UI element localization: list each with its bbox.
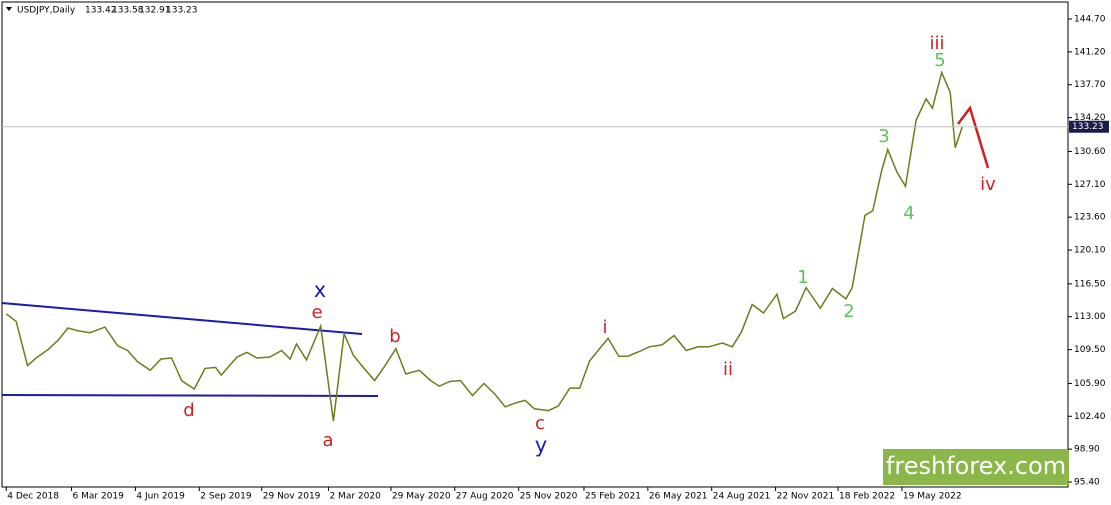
x-tick-label: 29 May 2020	[392, 492, 451, 502]
watermark: freshforex.com	[886, 452, 1066, 480]
wave-label: iii	[929, 33, 944, 54]
x-tick-label: 6 Mar 2019	[73, 492, 125, 502]
x-tick-label: 19 May 2022	[903, 492, 962, 502]
y-tick-label: 98.90	[1074, 445, 1100, 455]
y-tick-label: 120.10	[1074, 246, 1106, 256]
wave-label: ii	[723, 359, 733, 380]
y-tick-label: 105.90	[1074, 379, 1106, 389]
x-tick-label: 18 Feb 2022	[839, 492, 895, 502]
y-tick-label: 109.50	[1074, 345, 1106, 355]
x-tick-label: 25 Nov 2020	[520, 492, 578, 502]
ohlc-value: 132.91	[139, 6, 171, 16]
x-tick-label: 25 Feb 2021	[585, 492, 641, 502]
current-price-label: 133.23	[1072, 122, 1104, 132]
wave-label: 4	[903, 203, 914, 224]
wave-label: iv	[980, 174, 996, 195]
wave-label: 5	[934, 50, 945, 71]
y-tick-label: 134.20	[1074, 113, 1106, 123]
wave-label: b	[389, 326, 400, 347]
x-tick-label: 27 Aug 2020	[456, 492, 514, 502]
x-tick-label: 26 May 2021	[649, 492, 708, 502]
x-tick-label: 24 Aug 2021	[713, 492, 771, 502]
plot-frame	[1, 1, 1069, 488]
menu-arrow	[6, 7, 12, 11]
x-tick-label: 4 Jun 2019	[136, 492, 185, 502]
x-tick-label: 2 Mar 2020	[329, 492, 381, 502]
wave-label: e	[311, 302, 322, 323]
wave-label: 1	[797, 267, 808, 288]
ohlc-value: 133.23	[166, 6, 198, 16]
wave-label: x	[314, 278, 326, 302]
trend-line-upper	[1, 302, 363, 335]
projection-line	[957, 105, 990, 169]
y-tick-label: 130.60	[1074, 147, 1106, 157]
wave-label: c	[535, 413, 545, 434]
wave-label: 2	[843, 301, 854, 322]
y-tick-label: 127.10	[1074, 180, 1106, 190]
y-tick-label: 137.70	[1074, 80, 1106, 90]
wave-label: a	[322, 430, 333, 451]
watermark-box	[883, 449, 1069, 485]
price-line	[5, 70, 964, 422]
y-tick-label: 123.60	[1074, 213, 1106, 223]
wave-label: 3	[878, 126, 889, 147]
x-tick-label: 4 Dec 2018	[7, 492, 59, 502]
trend-line-lower	[1, 394, 379, 397]
wave-label: i	[602, 317, 607, 338]
ohlc-value: 133.58	[112, 6, 144, 16]
current-price-box	[1069, 120, 1109, 133]
y-tick-label: 116.50	[1074, 279, 1106, 289]
x-tick-label: 2 Sep 2019	[200, 492, 252, 502]
wave-label: d	[183, 400, 194, 421]
y-tick-label: 102.40	[1074, 412, 1106, 422]
y-tick-label: 113.00	[1074, 312, 1106, 322]
x-tick-label: 29 Nov 2019	[263, 492, 321, 502]
y-tick-label: 141.20	[1074, 47, 1106, 57]
wave-label: y	[535, 433, 547, 457]
ohlc-value: 133.42	[85, 6, 117, 16]
chart-title: USDJPY,Daily	[17, 6, 76, 16]
x-tick-label: 22 Nov 2021	[777, 492, 835, 502]
y-tick-label: 144.70	[1074, 14, 1106, 24]
y-tick-label: 95.40	[1074, 478, 1100, 488]
